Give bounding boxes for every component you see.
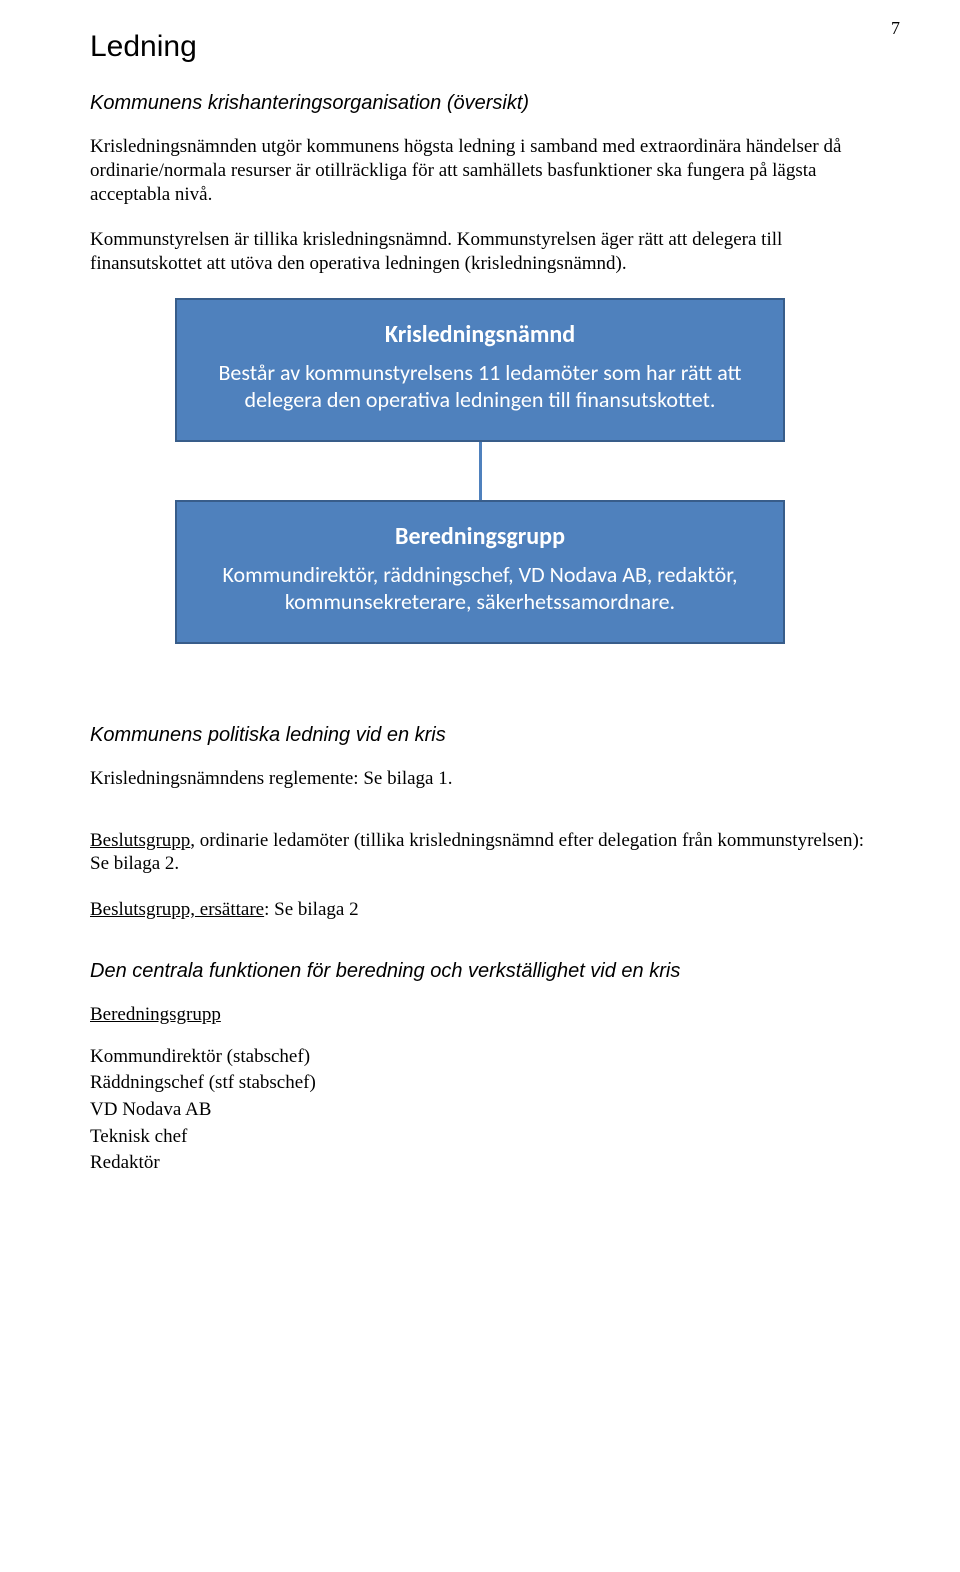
- role-item: Kommundirektör (stabschef): [90, 1045, 870, 1070]
- paragraph-4: Beslutsgrupp, ordinarie ledamöter (tilli…: [90, 829, 870, 877]
- paragraph-1: Krisledningsnämnden utgör kommunens högs…: [90, 135, 870, 206]
- subheading-politisk-ledning: Kommunens politiska ledning vid en kris: [90, 724, 870, 747]
- role-item: VD Nodava AB: [90, 1098, 870, 1123]
- role-item: Räddningschef (stf stabschef): [90, 1071, 870, 1096]
- beslutsgrupp-ersattare-label: Beslutsgrupp, ersättare: [90, 899, 264, 920]
- role-item: Redaktör: [90, 1151, 870, 1176]
- roles-list: Kommundirektör (stabschef) Räddningschef…: [90, 1045, 870, 1176]
- beslutsgrupp-label: Beslutsgrupp: [90, 830, 190, 851]
- subheading-overview: Kommunens krishanteringsorganisation (öv…: [90, 92, 870, 115]
- beslutsgrupp-ersattare-rest: : Se bilaga 2: [264, 899, 358, 920]
- paragraph-3: Krisledningsnämndens reglemente: Se bila…: [90, 767, 870, 791]
- box1-body: Består av kommunstyrelsens 11 ledamöter …: [215, 359, 745, 414]
- box1-title: Krisledningsnämnd: [215, 320, 745, 349]
- page-number: 7: [891, 18, 900, 39]
- diagram-box-beredningsgrupp: Beredningsgrupp Kommundirektör, räddning…: [175, 500, 785, 644]
- subheading-central-funktion: Den centrala funktionen för beredning oc…: [90, 960, 870, 983]
- beredningsgrupp-heading: Beredningsgrupp: [90, 1003, 870, 1027]
- box2-body: Kommundirektör, räddningschef, VD Nodava…: [215, 561, 745, 616]
- main-heading: Ledning: [90, 30, 870, 64]
- diagram-connector: [479, 442, 482, 500]
- paragraph-2: Kommunstyrelsen är tillika krisledningsn…: [90, 228, 870, 276]
- paragraph-5: Beslutsgrupp, ersättare: Se bilaga 2: [90, 898, 870, 922]
- org-diagram: Krisledningsnämnd Består av kommunstyrel…: [175, 298, 785, 644]
- beslutsgrupp-rest: , ordinarie ledamöter (tillika krisledni…: [90, 830, 864, 875]
- box2-title: Beredningsgrupp: [215, 522, 745, 551]
- role-item: Teknisk chef: [90, 1125, 870, 1150]
- diagram-box-krisledningsnamnd: Krisledningsnämnd Består av kommunstyrel…: [175, 298, 785, 442]
